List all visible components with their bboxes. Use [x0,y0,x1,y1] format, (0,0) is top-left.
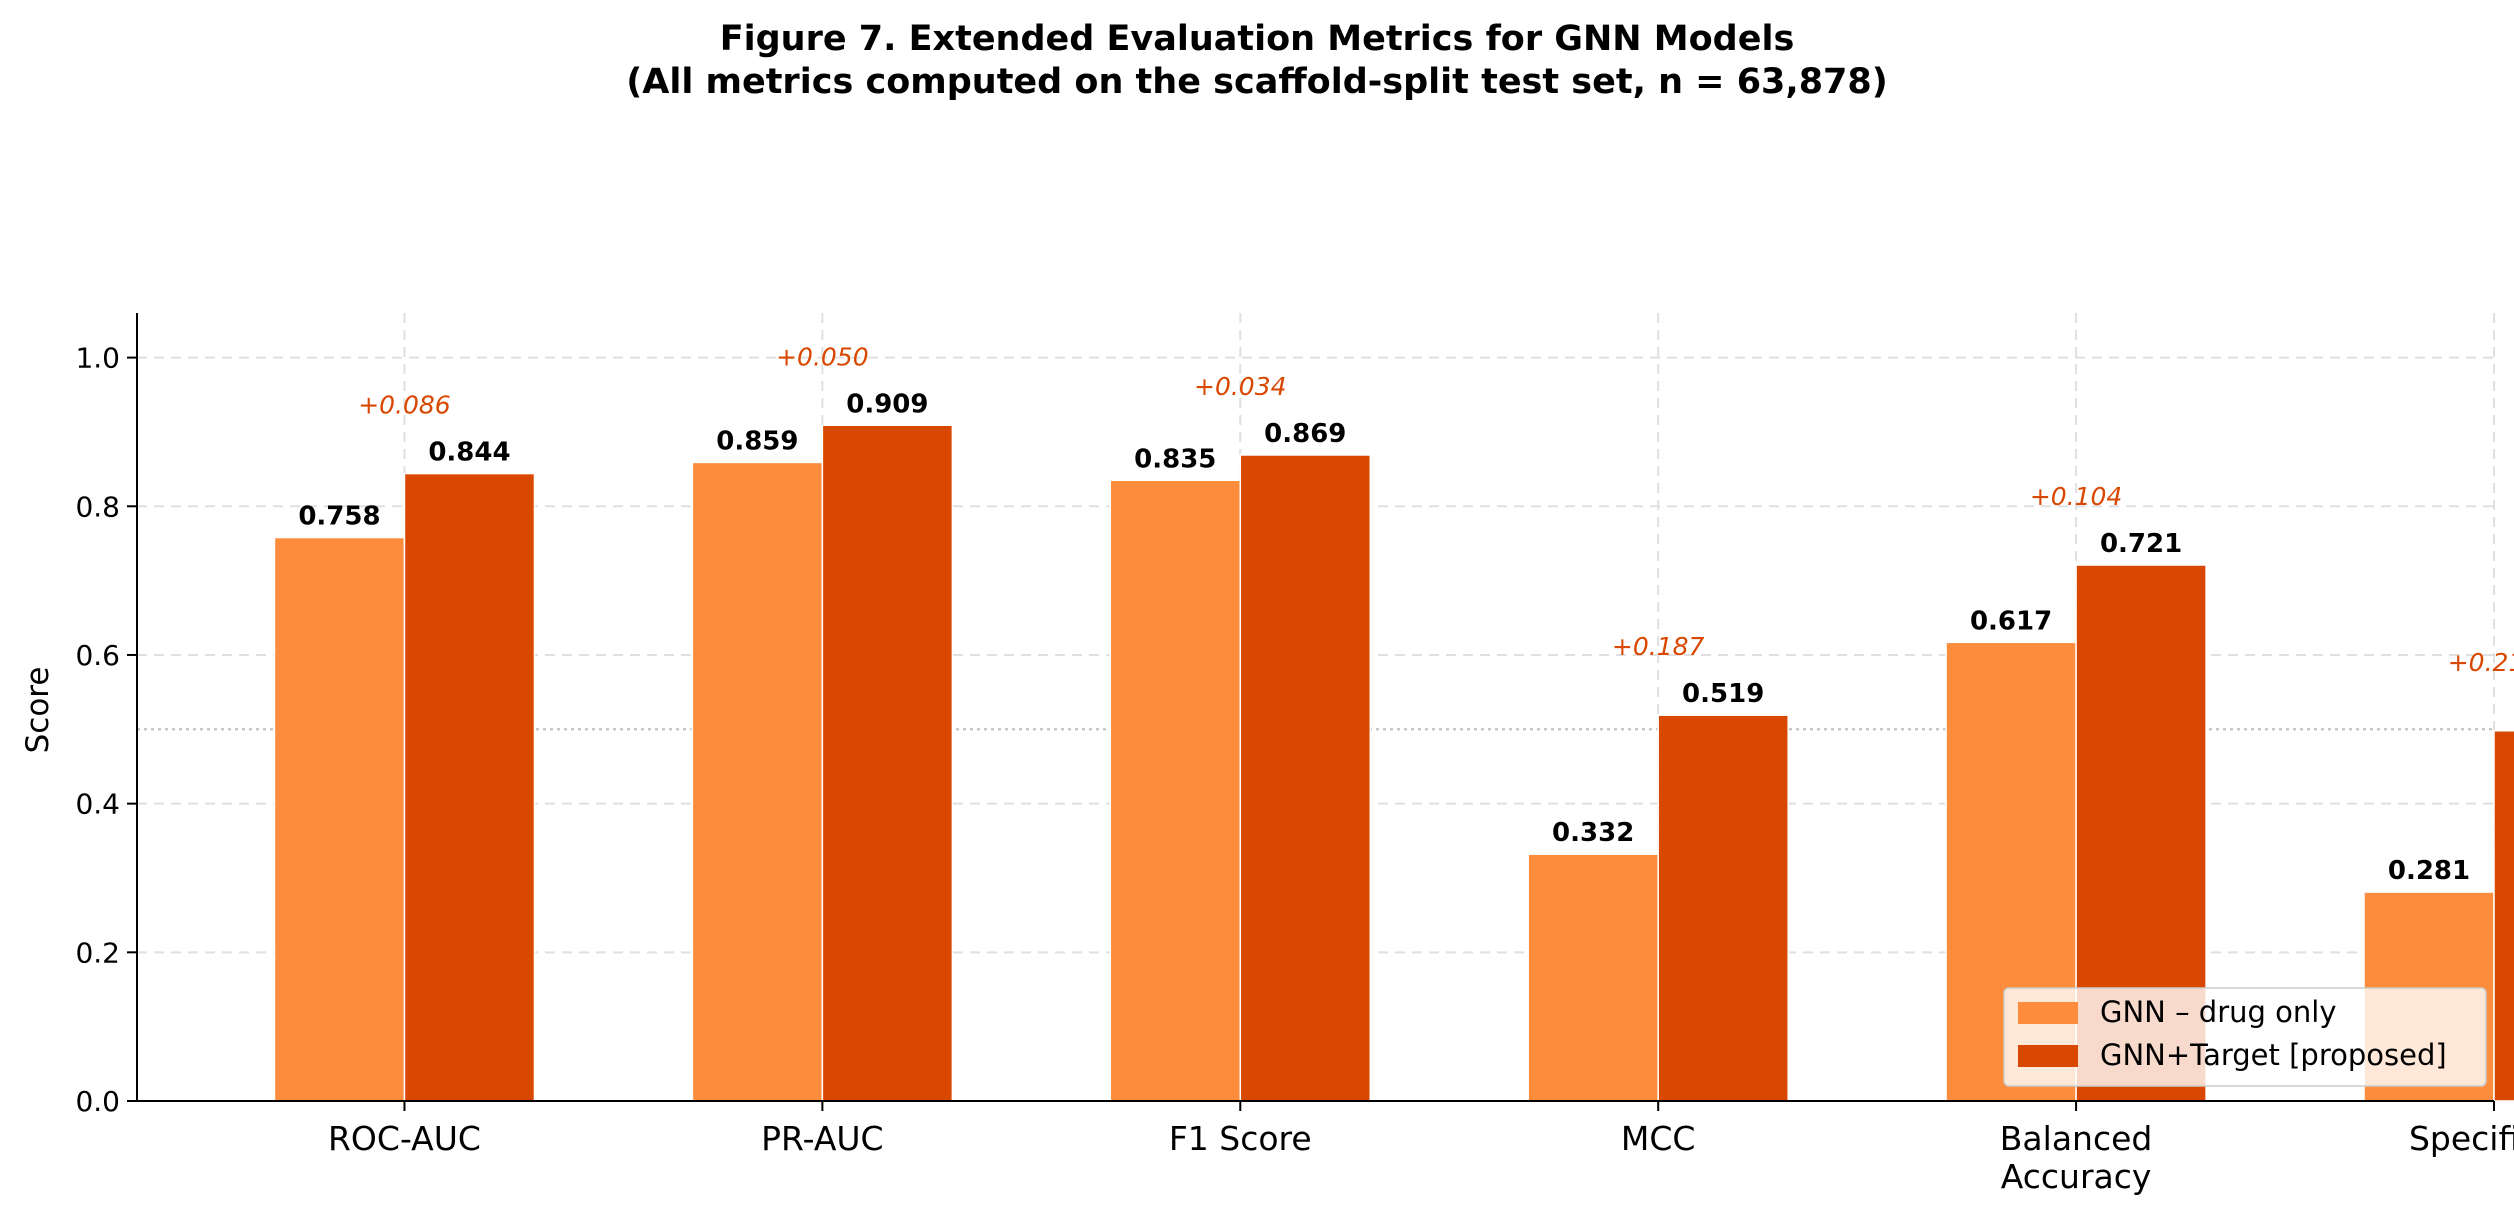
x-tick-label: Balanced [2000,1119,2153,1158]
bar-value-label: 0.281 [2388,856,2470,886]
legend[interactable]: GNN – drug only GNN+Target [proposed] [2003,987,2487,1087]
chart-subtitle: (All metrics computed on the scaffold-sp… [626,62,1888,102]
y-axis-label: Score [20,667,56,754]
x-tick-label: ROC-AUC [328,1119,481,1158]
bar[interactable] [2493,730,2514,1102]
legend-swatch[interactable] [2018,1045,2078,1067]
bar-value-label: 0.332 [1552,818,1634,848]
y-tick-label: 0.2 [75,936,120,969]
chart-title: Figure 7. Extended Evaluation Metrics fo… [720,19,1795,59]
delta-label: +0.050 [776,342,869,371]
delta-label: +0.217 [2448,648,2514,677]
bar-value-label: 0.859 [716,426,798,456]
x-tick-label: Specificity [2409,1119,2514,1158]
x-tick-label: MCC [1621,1119,1696,1158]
bar-value-label: 0.519 [1682,679,1764,709]
legend-box [2003,987,2487,1087]
x-tick-label: F1 Score [1169,1119,1312,1158]
bar[interactable] [1109,479,1242,1102]
bar[interactable] [1527,853,1659,1102]
delta-label: +0.187 [1612,632,1705,661]
bars: 0.758 0.844 +0.086 0.859 0.909 +0.050 0.835 0.8… [273,342,2514,1102]
y-tick-label: 0.6 [75,639,120,672]
bar[interactable] [1657,714,1789,1102]
bar[interactable] [821,424,954,1102]
axes: 0.0 0.2 0.4 0.6 0.8 1.0 ROC-AUC PR-AUC F1 Score M… [75,313,2514,1196]
bar-value-label: 0.721 [2100,529,2182,559]
bar-value-label: 0.758 [298,502,380,532]
y-tick-label: 1.0 [75,342,120,375]
delta-label: +0.034 [1194,372,1287,401]
bar-value-label: 0.617 [1970,606,2052,636]
bar[interactable] [691,461,824,1102]
bar-value-label: 0.835 [1134,444,1216,474]
bar[interactable] [1239,454,1372,1102]
y-tick-label: 0.8 [75,490,120,523]
legend-label[interactable]: GNN – drug only [2100,995,2336,1029]
bar-value-label: 0.844 [428,438,510,468]
delta-label: +0.086 [358,391,451,420]
y-tick-label: 0.4 [75,788,120,821]
bar[interactable] [273,536,406,1102]
x-tick-label: Accuracy [2001,1157,2152,1196]
x-tick-label: PR-AUC [761,1119,883,1158]
bar[interactable] [403,472,536,1102]
legend-swatch[interactable] [2018,1002,2078,1024]
delta-label: +0.104 [2030,482,2123,511]
bar-value-label: 0.869 [1264,419,1346,449]
legend-label[interactable]: GNN+Target [proposed] [2100,1038,2447,1072]
y-tick-label: 0.0 [75,1085,120,1118]
bar-value-label: 0.909 [846,389,928,419]
